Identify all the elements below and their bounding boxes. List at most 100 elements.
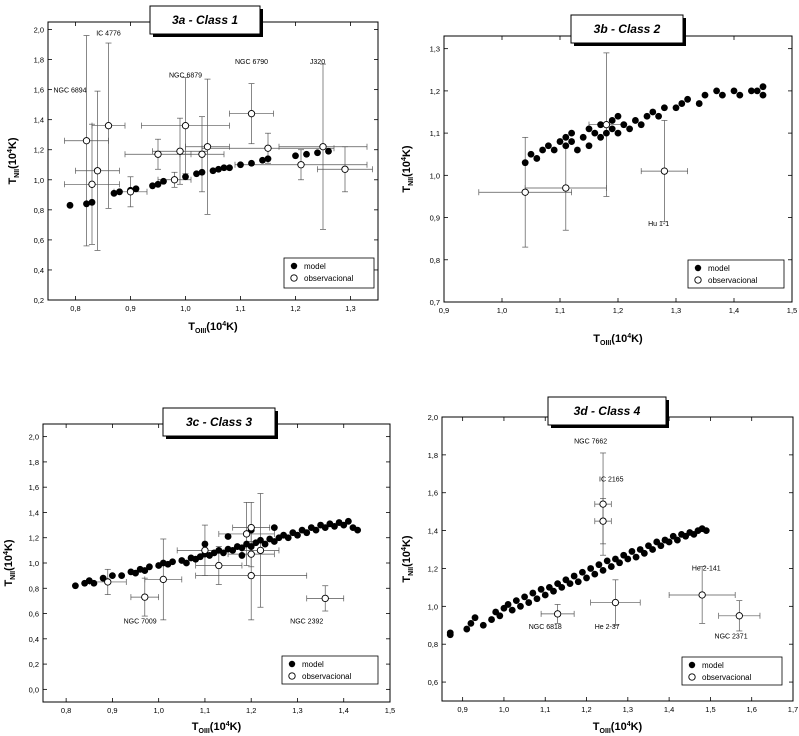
y-axis-label: TNII(104K) — [7, 137, 21, 184]
model-point — [759, 91, 767, 99]
y-tick-label: 2,0 — [428, 413, 438, 422]
x-tick-label: 0,9 — [439, 306, 449, 315]
object-label: IC 2165 — [599, 476, 624, 483]
object-label: NGC 7009 — [124, 619, 157, 626]
model-point — [583, 574, 590, 582]
model-point — [620, 121, 628, 129]
observed-point — [599, 500, 607, 508]
model-point — [169, 558, 176, 566]
model-point — [678, 100, 686, 107]
model-point — [649, 546, 656, 553]
model-point — [110, 189, 118, 197]
x-tick-label: 1,4 — [729, 306, 739, 315]
model-point — [614, 129, 622, 137]
model-point — [463, 625, 471, 633]
legend-model-marker — [288, 660, 296, 668]
model-point — [247, 543, 255, 550]
model-point — [525, 599, 533, 606]
model-point — [614, 112, 622, 120]
x-tick-label: 1,1 — [540, 705, 550, 714]
x-tick-label: 1,3 — [623, 705, 633, 714]
model-point — [132, 185, 140, 193]
y-tick-label: 1,0 — [29, 559, 39, 568]
model-point — [312, 526, 320, 534]
model-point — [496, 612, 504, 620]
legend-observed-label: observacional — [302, 672, 352, 681]
model-point — [224, 533, 232, 540]
model-point — [521, 593, 528, 601]
model-point — [541, 591, 549, 599]
x-tick-label: 1,4 — [339, 706, 349, 715]
observed-point — [297, 161, 305, 169]
model-point — [632, 117, 639, 124]
x-tick-label: 0,9 — [125, 304, 135, 313]
y-tick-label: 1,6 — [34, 86, 44, 95]
model-point — [624, 555, 632, 563]
model-point — [508, 606, 516, 614]
model-point — [303, 529, 311, 537]
y-tick-label: 2,0 — [29, 433, 39, 442]
model-point — [701, 91, 709, 99]
model-point — [661, 104, 668, 112]
observed-point — [521, 188, 529, 196]
observed-point — [247, 571, 255, 580]
x-axis-label: TOIII(104K) — [192, 721, 242, 735]
legend-model-label: model — [708, 264, 730, 273]
x-tick-label: 1,2 — [246, 706, 256, 715]
y-tick-label: 1,3 — [430, 45, 440, 54]
x-tick-label: 1,0 — [180, 304, 190, 313]
x-tick-label: 1,5 — [385, 706, 395, 715]
model-point — [294, 531, 301, 539]
y-tick-label: 1,2 — [29, 534, 39, 543]
model-point — [215, 165, 222, 173]
x-tick-label: 1,6 — [746, 705, 756, 714]
legend-model-label: model — [302, 660, 324, 669]
panel-title: 3b - Class 2 — [594, 22, 661, 36]
model-point — [607, 563, 615, 570]
model-point — [550, 587, 557, 595]
x-tick-label: 1,2 — [290, 304, 300, 313]
model-point — [684, 95, 691, 103]
model-point — [568, 129, 575, 137]
model-point — [562, 133, 570, 141]
legend-observed-label: observacional — [702, 673, 752, 682]
legend-model-label: model — [702, 661, 724, 670]
legend-model-marker — [694, 264, 702, 272]
observed-point — [553, 610, 562, 618]
x-tick-label: 1,3 — [292, 706, 302, 715]
y-tick-label: 0,0 — [29, 685, 39, 694]
model-point — [753, 87, 761, 95]
model-point — [90, 579, 98, 587]
y-tick-label: 1,4 — [428, 527, 438, 536]
model-point — [527, 150, 535, 158]
model-point — [141, 567, 149, 574]
observed-point — [660, 167, 669, 175]
model-point — [672, 104, 680, 112]
model-point — [591, 129, 599, 137]
observed-point — [735, 612, 743, 620]
y-tick-label: 0,6 — [29, 610, 39, 619]
model-point — [118, 572, 126, 580]
model-point — [608, 125, 616, 133]
model-point — [284, 534, 292, 542]
x-tick-label: 1,2 — [613, 306, 623, 315]
model-point — [354, 526, 362, 534]
y-tick-label: 1,2 — [430, 87, 440, 96]
y-tick-label: 1,2 — [428, 564, 438, 573]
model-point — [529, 589, 537, 597]
legend-box — [681, 656, 783, 686]
x-axis-label: TOIII(104K) — [593, 721, 643, 735]
model-point — [270, 524, 278, 532]
observed-point — [198, 150, 206, 158]
model-point — [183, 559, 190, 567]
panel-3a: 0,8 0,9 1,0 1,1 1,2 1,3 0,2 0,4 0,6 0,8 1,0 1,2 1,4 1… — [7, 5, 379, 335]
model-point — [585, 142, 593, 150]
legend-observed-marker — [288, 672, 296, 680]
model-point — [314, 149, 321, 157]
observed-point — [247, 550, 255, 558]
x-tick-label: 1,5 — [705, 705, 715, 714]
legend: model observacional — [681, 656, 783, 686]
x-axis-label: TOIII(104K) — [593, 333, 643, 347]
model-point — [325, 147, 332, 155]
model-point — [556, 138, 564, 145]
